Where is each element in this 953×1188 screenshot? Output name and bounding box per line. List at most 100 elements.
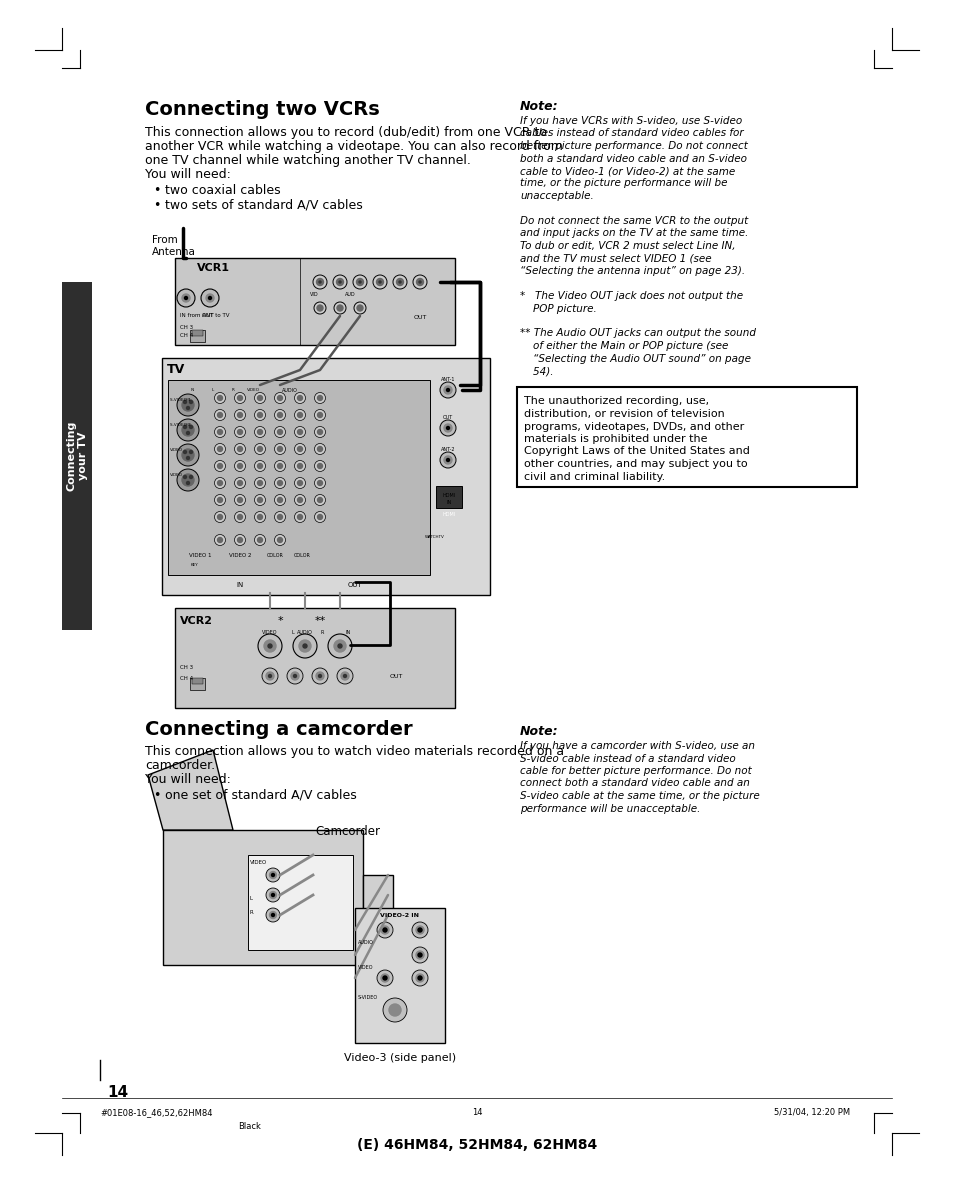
Bar [163, 830, 363, 965]
Circle shape [314, 302, 326, 314]
Circle shape [413, 274, 427, 289]
Circle shape [272, 914, 274, 916]
Text: S-VIDEO 1: S-VIDEO 1 [170, 398, 191, 402]
Circle shape [287, 668, 303, 684]
Circle shape [254, 392, 265, 404]
Circle shape [182, 474, 193, 486]
Text: VIDEO: VIDEO [250, 860, 267, 865]
Circle shape [182, 399, 193, 411]
Text: HDMI: HDMI [442, 493, 456, 498]
Circle shape [297, 447, 302, 451]
Circle shape [446, 426, 449, 430]
Text: Connecting two VCRs: Connecting two VCRs [145, 100, 379, 119]
Circle shape [314, 512, 325, 523]
Circle shape [396, 278, 403, 285]
Text: civil and criminal liability.: civil and criminal liability. [523, 472, 664, 481]
Text: R: R [320, 630, 323, 636]
Circle shape [214, 535, 225, 545]
Bar [162, 358, 490, 595]
Text: This connection allows you to watch video materials recorded on a: This connection allows you to watch vide… [145, 745, 563, 758]
Circle shape [177, 444, 199, 466]
Circle shape [314, 426, 325, 437]
Text: AUD: AUD [345, 292, 355, 297]
Circle shape [317, 396, 322, 400]
Text: other countries, and may subject you to: other countries, and may subject you to [523, 459, 747, 469]
Circle shape [183, 450, 186, 454]
Text: COLOR: COLOR [266, 552, 283, 558]
Circle shape [254, 461, 265, 472]
Circle shape [274, 478, 285, 488]
Circle shape [214, 443, 225, 455]
Text: R: R [232, 388, 234, 392]
Circle shape [274, 410, 285, 421]
Circle shape [237, 480, 242, 486]
Text: IN: IN [191, 388, 194, 392]
Text: KEY: KEY [191, 563, 198, 567]
Text: two sets of standard A/V cables: two sets of standard A/V cables [165, 200, 362, 211]
Text: You will need:: You will need: [145, 168, 231, 181]
Circle shape [266, 672, 274, 680]
Circle shape [417, 928, 421, 933]
Bar [192, 330, 203, 336]
Text: AUDIO: AUDIO [357, 940, 374, 944]
Circle shape [186, 431, 190, 435]
Circle shape [217, 537, 222, 543]
Text: To dub or edit, VCR 2 must select Line IN,: To dub or edit, VCR 2 must select Line I… [519, 241, 735, 251]
Circle shape [336, 668, 353, 684]
Circle shape [257, 537, 262, 543]
Text: materials is prohibited under the: materials is prohibited under the [523, 434, 707, 444]
Circle shape [217, 480, 222, 486]
Circle shape [312, 668, 328, 684]
Circle shape [277, 498, 282, 503]
Circle shape [343, 675, 346, 677]
Circle shape [237, 537, 242, 543]
Text: one set of standard A/V cables: one set of standard A/V cables [165, 789, 356, 802]
Circle shape [293, 634, 316, 658]
Circle shape [274, 535, 285, 545]
Text: (E) 46HM84, 52HM84, 62HM84: (E) 46HM84, 52HM84, 62HM84 [356, 1138, 597, 1152]
Circle shape [257, 514, 262, 519]
Circle shape [184, 297, 188, 299]
Text: Camcorder: Camcorder [314, 824, 379, 838]
Circle shape [217, 412, 222, 417]
Circle shape [443, 456, 452, 465]
Text: Copyright Laws of the United States and: Copyright Laws of the United States and [523, 447, 749, 456]
Circle shape [257, 430, 262, 435]
Text: programs, videotapes, DVDs, and other: programs, videotapes, DVDs, and other [523, 422, 743, 431]
Circle shape [272, 873, 274, 877]
Text: ANT-2: ANT-2 [440, 447, 455, 451]
Circle shape [177, 289, 194, 307]
Circle shape [237, 463, 242, 468]
Circle shape [317, 412, 322, 417]
Circle shape [277, 480, 282, 486]
Text: The unauthorized recording, use,: The unauthorized recording, use, [523, 397, 708, 406]
Text: You will need:: You will need: [145, 773, 231, 786]
Text: Note:: Note: [519, 100, 558, 113]
Circle shape [201, 289, 219, 307]
Text: OUT to TV: OUT to TV [202, 312, 230, 318]
Circle shape [378, 282, 380, 283]
Circle shape [190, 400, 193, 404]
Circle shape [277, 537, 282, 543]
Circle shape [274, 512, 285, 523]
Circle shape [209, 297, 212, 299]
Circle shape [443, 386, 452, 394]
Circle shape [338, 282, 340, 283]
Text: connect both a standard video cable and an: connect both a standard video cable and … [519, 778, 749, 789]
Text: Do not connect the same VCR to the output: Do not connect the same VCR to the outpu… [519, 216, 747, 226]
Circle shape [317, 463, 322, 468]
Circle shape [376, 278, 383, 285]
Circle shape [443, 424, 452, 432]
Circle shape [214, 392, 225, 404]
Circle shape [297, 396, 302, 400]
Text: better picture performance. Do not connect: better picture performance. Do not conne… [519, 141, 747, 151]
Text: If you have a camcorder with S-video, use an: If you have a camcorder with S-video, us… [519, 741, 754, 751]
Circle shape [358, 282, 360, 283]
Circle shape [294, 512, 305, 523]
Text: R: R [250, 910, 253, 915]
Circle shape [274, 461, 285, 472]
Text: WATCHTV: WATCHTV [425, 535, 444, 539]
Circle shape [257, 480, 262, 486]
Circle shape [398, 282, 400, 283]
Circle shape [183, 475, 186, 479]
